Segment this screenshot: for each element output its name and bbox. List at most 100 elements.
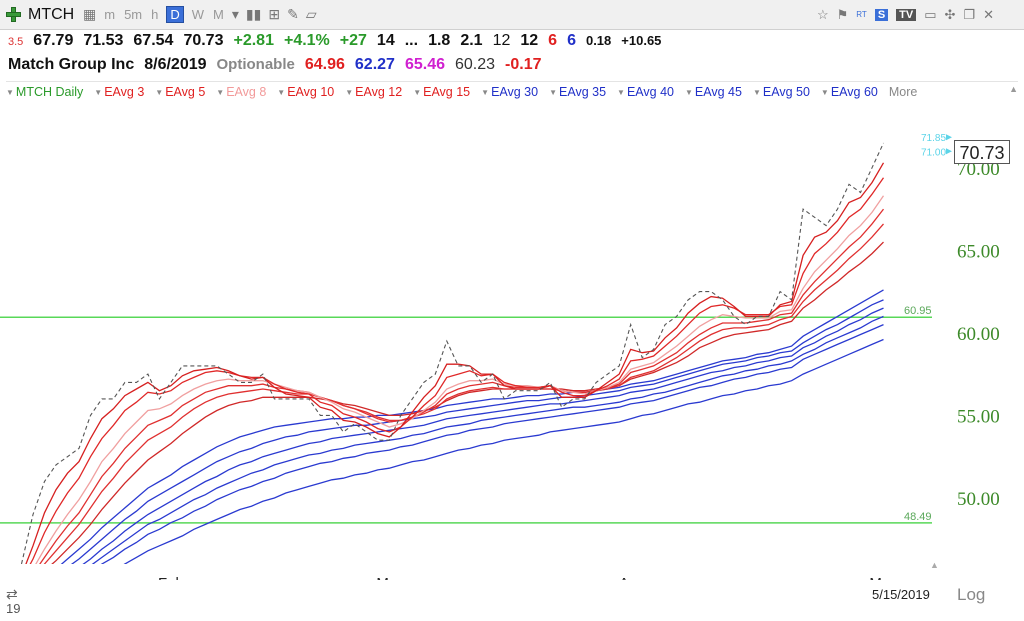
symbol-input[interactable]: MTCH: [28, 5, 75, 23]
calculator-icon[interactable]: ⊞: [268, 6, 281, 22]
x-axis-ticks: Feb Mar Apr May: [158, 575, 898, 580]
legend-arrow-icon: ▼: [617, 87, 625, 97]
corner-label: 19: [6, 601, 21, 616]
close-icon[interactable]: ✕: [983, 6, 994, 22]
price-chart[interactable]: 60.95 48.49 71.85 71.00 50.00 55.00 60.00 65.…: [0, 102, 1024, 580]
tv-button[interactable]: TV: [896, 8, 917, 21]
legend-arrow-icon: ▼: [345, 87, 354, 97]
legend-item-eavg-10[interactable]: ▼ EAvg 10: [277, 85, 334, 99]
toolbar-right: ☆ ⚑ RT S TV ▭ ✣ ❐ ✕: [817, 7, 994, 23]
realtime-badge[interactable]: RT: [856, 10, 867, 19]
series-eavg-8: [35, 195, 885, 564]
info-value-4: 60.23: [455, 56, 496, 73]
series-eavg-12: [43, 223, 884, 564]
right-label-marker-1: [946, 148, 952, 155]
pencil-icon[interactable]: ✎: [287, 6, 299, 22]
horizontal-lines: 60.95 48.49: [0, 305, 932, 524]
s-button[interactable]: S: [874, 8, 889, 21]
quote-v1-8: 1.8: [428, 32, 451, 49]
flag-icon[interactable]: ⚑: [836, 6, 849, 22]
info-value-3: 65.46: [404, 56, 445, 73]
add-symbol-icon[interactable]: [6, 7, 21, 22]
quote-low: 67.54: [133, 32, 174, 49]
y-axis-ticks: 50.00 55.00 60.00 65.00 70.00: [957, 159, 1000, 510]
y-tick-label-0: 50.00: [957, 489, 1000, 510]
legend-label: EAvg 3: [104, 85, 145, 99]
legend-item-mtch-daily[interactable]: ▼ MTCH Daily: [6, 85, 83, 99]
restore-icon[interactable]: ❐: [963, 6, 976, 22]
quote-v6b: 6: [567, 32, 576, 49]
legend-item-eavg-60[interactable]: ▼ EAvg 60: [821, 85, 878, 99]
log-scale-button[interactable]: Log: [957, 585, 986, 604]
horizontal-line-label-0: 60.95: [904, 305, 932, 317]
quote-close: 70.73: [183, 32, 224, 49]
right-label-1: 71.00: [921, 147, 946, 158]
legend-label: EAvg 60: [830, 85, 878, 99]
move-icon[interactable]: ✣: [944, 6, 956, 22]
right-label-0: 71.85: [921, 133, 946, 144]
legend-label: EAvg 45: [694, 85, 742, 99]
quote-v6a: 6: [548, 32, 558, 49]
refresh-icon[interactable]: ⇄: [6, 586, 18, 602]
legend-label: EAvg 10: [287, 85, 335, 99]
legend-item-eavg-50[interactable]: ▼ EAvg 50: [753, 85, 810, 99]
legend-label: EAvg 5: [165, 85, 206, 99]
period-mo[interactable]: M: [213, 7, 224, 22]
quote-ellipsis: ...: [404, 32, 419, 49]
quote-v14: 14: [376, 32, 395, 49]
right-edge-labels: 71.85 71.00: [921, 133, 952, 158]
indicator-legend: ▼ MTCH Daily ▼ EAvg 3 ▼ EAvg 5 ▼ EAvg 8 ▼ EAv…: [6, 81, 1018, 102]
scroll-right-icon[interactable]: ▲: [930, 560, 939, 570]
legend-label: EAvg 8: [226, 85, 267, 99]
legend-more-button[interactable]: More: [888, 85, 918, 99]
bar-chart-icon[interactable]: ▮▮: [245, 6, 262, 22]
legend-arrow-icon: ▼: [413, 87, 422, 97]
legend-arrow-icon: ▼: [820, 87, 829, 97]
legend-item-eavg-3[interactable]: ▼ EAvg 3: [94, 85, 144, 99]
series-eavg-50: [100, 324, 884, 564]
legend-item-eavg-30[interactable]: ▼ EAvg 30: [481, 85, 538, 99]
series-eavg-40: [82, 307, 884, 564]
period-5m[interactable]: 5m: [124, 7, 143, 22]
legend-label: EAvg 40: [626, 85, 674, 99]
price-line: [20, 142, 884, 564]
legend-item-eavg-35[interactable]: ▼ EAvg 35: [549, 85, 606, 99]
series-eavg-30: [60, 289, 884, 564]
optionable-label: Optionable: [216, 56, 295, 73]
series-eavg-45: [91, 315, 884, 564]
info-value-1: 64.96: [304, 56, 345, 73]
legend-item-eavg-8[interactable]: ▼ EAvg 8: [216, 85, 266, 99]
period-h[interactable]: h: [151, 7, 159, 22]
dropdown-arrow-icon[interactable]: ▾: [231, 6, 239, 22]
window-icon[interactable]: ▭: [924, 6, 937, 22]
quote-open: 67.79: [33, 32, 74, 49]
quote-row: 3.5 67.79 71.53 67.54 70.73 +2.81 +4.1% …: [8, 32, 661, 56]
grid-icon[interactable]: ▦: [83, 6, 97, 22]
legend-item-eavg-40[interactable]: ▼ EAvg 40: [617, 85, 674, 99]
quote-change-pct: +4.1%: [283, 32, 330, 49]
star-icon[interactable]: ☆: [816, 6, 829, 22]
period-w[interactable]: W: [191, 7, 205, 22]
legend-arrow-icon: ▼: [685, 87, 693, 97]
quote-v10-65: +10.65: [621, 33, 662, 48]
note-icon[interactable]: ▱: [305, 6, 317, 22]
y-tick-label-3: 65.00: [957, 241, 1000, 262]
info-row: Match Group Inc 8/6/2019 Optionable 64.9…: [8, 56, 542, 78]
quote-v0-18: 0.18: [585, 33, 612, 48]
legend-item-eavg-5[interactable]: ▼ EAvg 5: [155, 85, 205, 99]
last-date-label: 5/15/2019: [872, 587, 930, 602]
legend-arrow-icon: ▼: [277, 87, 286, 97]
quote-high: 71.53: [83, 32, 124, 49]
quote-v2-1: 2.1: [460, 32, 483, 49]
scroll-up-icon[interactable]: ▲: [1009, 84, 1018, 94]
toolbar: MTCH ▦ m 5m h D W M ▾ ▮▮ ⊞ ✎ ▱ ☆ ⚑ RT S …: [0, 0, 1024, 30]
period-d[interactable]: D: [166, 6, 184, 23]
legend-item-eavg-15[interactable]: ▼ EAvg 15: [413, 85, 470, 99]
series-eavg-15: [51, 241, 884, 564]
legend-item-eavg-12[interactable]: ▼ EAvg 12: [345, 85, 402, 99]
quote-up-count: +27: [339, 32, 367, 49]
legend-arrow-icon: ▼: [94, 87, 103, 97]
period-m[interactable]: m: [104, 7, 116, 22]
legend-item-eavg-45[interactable]: ▼ EAvg 45: [685, 85, 742, 99]
company-name: Match Group Inc: [8, 56, 135, 73]
